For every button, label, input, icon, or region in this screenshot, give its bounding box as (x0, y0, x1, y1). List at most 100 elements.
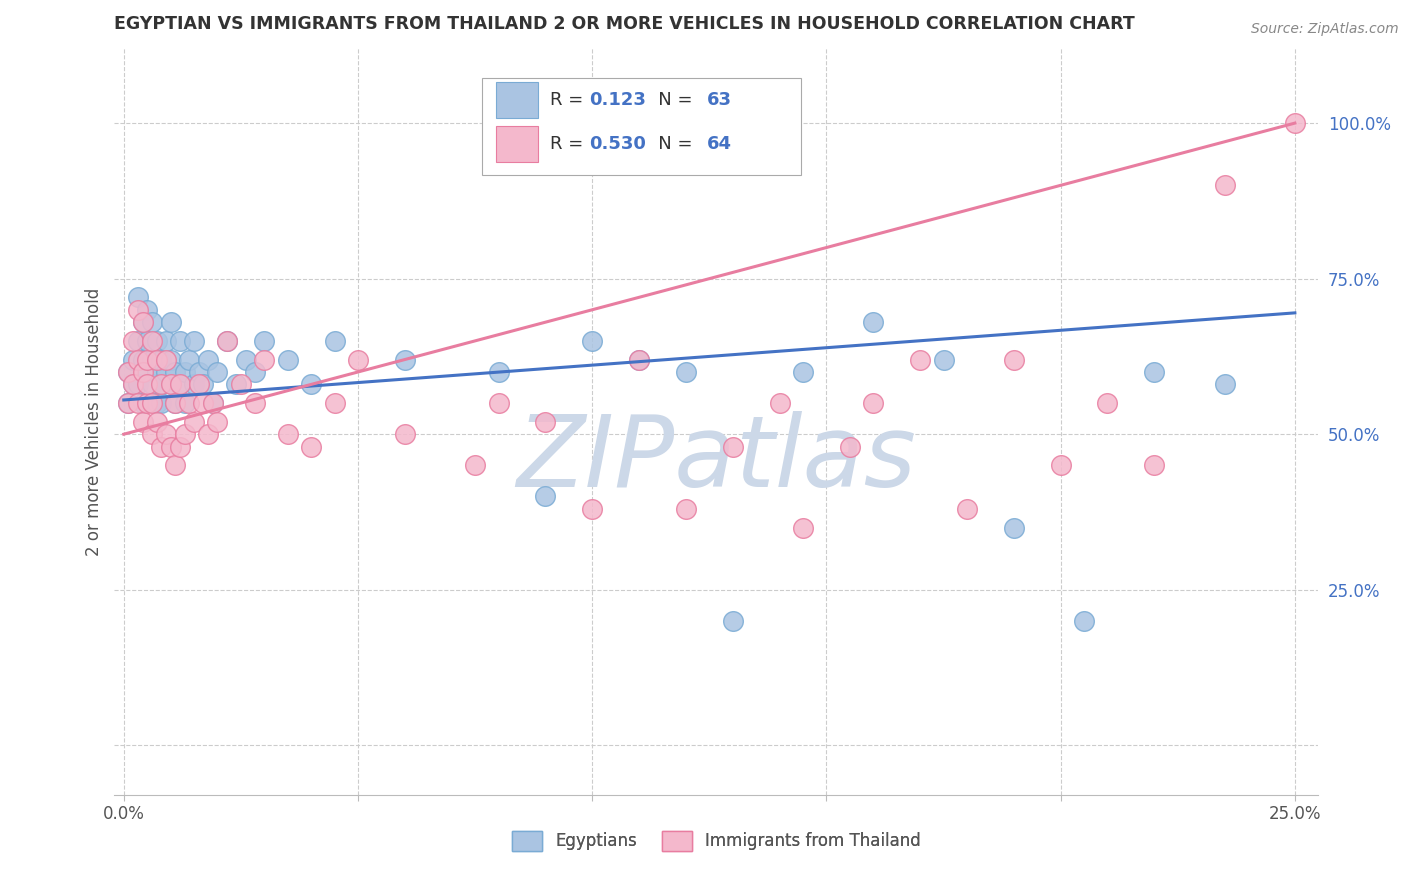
Y-axis label: 2 or more Vehicles in Household: 2 or more Vehicles in Household (86, 287, 103, 556)
Text: 0.123: 0.123 (589, 91, 645, 109)
Point (721, 440, 744, 454)
Point (1213, 377, 1236, 392)
Point (277, 427, 299, 442)
Point (150, 377, 173, 392)
Point (235, 352, 257, 367)
Text: 64: 64 (707, 135, 731, 153)
Point (122, 352, 145, 367)
Point (183, 334, 205, 348)
Text: 0.530: 0.530 (589, 135, 645, 153)
Point (136, 377, 159, 392)
Point (155, 352, 177, 367)
Point (155, 365, 177, 379)
Point (956, 501, 979, 516)
Point (145, 334, 167, 348)
Point (581, 501, 603, 516)
Point (792, 365, 814, 379)
Point (155, 334, 177, 348)
Point (183, 377, 205, 392)
Point (838, 440, 860, 454)
Point (131, 352, 153, 367)
Point (122, 377, 145, 392)
Point (155, 427, 177, 442)
Point (173, 427, 195, 442)
Point (1049, 458, 1071, 473)
Point (193, 377, 215, 392)
Text: ZIPatlas: ZIPatlas (516, 410, 917, 508)
Point (150, 377, 173, 392)
Point (1002, 352, 1025, 367)
Point (464, 458, 486, 473)
Point (201, 396, 224, 410)
Point (131, 315, 153, 329)
Point (1213, 178, 1236, 193)
Point (136, 302, 159, 317)
Point (197, 427, 219, 442)
Point (122, 334, 145, 348)
Point (131, 365, 153, 379)
Point (141, 377, 163, 392)
Point (150, 440, 173, 454)
Text: N =: N = (641, 135, 697, 153)
Point (187, 365, 209, 379)
Point (768, 396, 790, 410)
Point (488, 365, 510, 379)
Point (159, 315, 181, 329)
Point (1284, 116, 1306, 130)
Point (169, 377, 191, 392)
Point (165, 365, 187, 379)
Text: N =: N = (641, 91, 697, 109)
Point (131, 415, 153, 429)
Point (1143, 365, 1166, 379)
Point (534, 490, 557, 504)
Point (165, 396, 187, 410)
Point (141, 427, 163, 442)
Point (159, 440, 181, 454)
Point (277, 352, 299, 367)
Point (145, 365, 167, 379)
Point (127, 334, 149, 348)
Point (141, 396, 163, 410)
Point (117, 365, 139, 379)
Point (173, 365, 195, 379)
Point (141, 315, 163, 329)
Point (253, 352, 276, 367)
Point (932, 352, 955, 367)
Point (243, 396, 266, 410)
Point (150, 352, 173, 367)
Point (141, 334, 163, 348)
Point (299, 377, 322, 392)
Point (169, 334, 191, 348)
Point (117, 396, 139, 410)
Point (1002, 520, 1025, 534)
Point (145, 352, 167, 367)
FancyBboxPatch shape (496, 82, 538, 118)
Point (1143, 458, 1166, 473)
Text: R =: R = (550, 135, 589, 153)
Point (193, 396, 215, 410)
Point (131, 396, 153, 410)
Point (394, 352, 416, 367)
Point (908, 352, 931, 367)
Point (150, 396, 173, 410)
Point (179, 352, 201, 367)
Point (675, 501, 697, 516)
Point (628, 352, 651, 367)
Point (136, 352, 159, 367)
Point (117, 365, 139, 379)
Point (534, 415, 557, 429)
Point (323, 396, 346, 410)
Point (187, 377, 209, 392)
Point (229, 377, 252, 392)
Point (1097, 396, 1119, 410)
Point (165, 458, 187, 473)
Point (141, 352, 163, 367)
Point (394, 427, 416, 442)
Point (323, 334, 346, 348)
Text: R =: R = (550, 91, 589, 109)
FancyBboxPatch shape (496, 126, 538, 161)
Point (792, 520, 814, 534)
Point (169, 377, 191, 392)
Point (675, 365, 697, 379)
Point (179, 396, 201, 410)
